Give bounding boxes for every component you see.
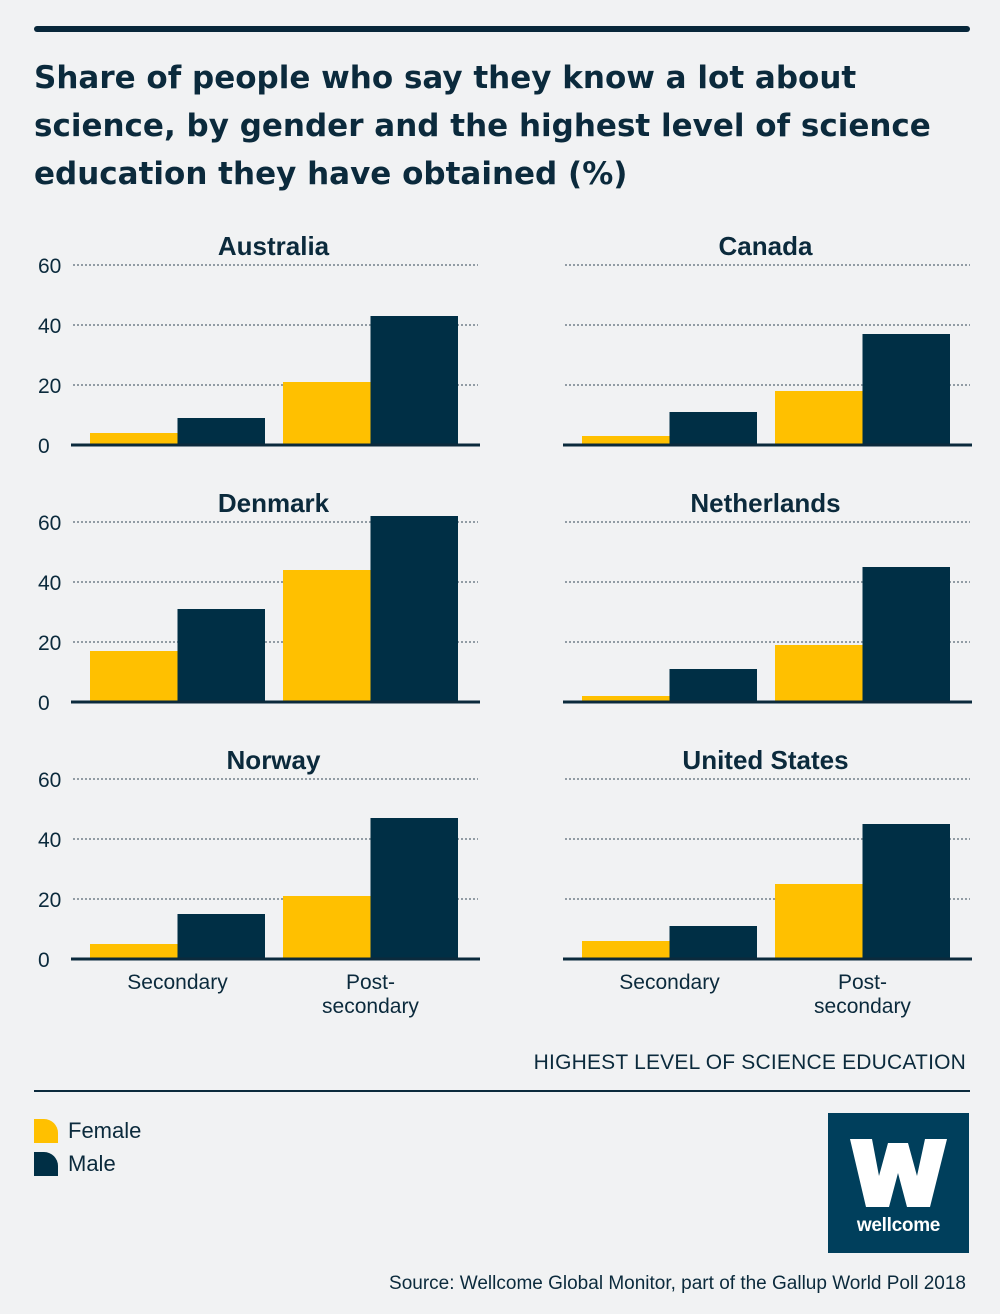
source-note: Source: Wellcome Global Monitor, part of… (389, 1273, 966, 1294)
y-tick-label: 60 (38, 255, 61, 278)
chart-grid: Australia 0 20 40 60 Canada Denmark 0 20 40 60 Neth… (38, 231, 972, 1018)
x-axis-title: HIGHEST LEVEL OF SCIENCE EDUCATION (533, 1051, 966, 1074)
top-rule (34, 26, 970, 32)
legend-label-female: Female (68, 1117, 142, 1143)
y-tick-label: 40 (38, 315, 61, 338)
chart-title: Share of people who say they know a lot … (34, 60, 931, 192)
panel-title-australia: Australia (218, 231, 330, 261)
y-tick-label: 60 (38, 512, 61, 535)
bar-canada-male-1 (862, 334, 950, 445)
y-tick-label: 0 (38, 435, 50, 458)
bar-norway-female-1 (283, 896, 371, 959)
panel-title-united-states: United States (682, 745, 848, 775)
y-tick-label: 20 (38, 889, 61, 912)
bar-denmark-female-1 (283, 570, 371, 702)
bar-united-states-male-1 (862, 824, 950, 959)
bar-united-states-female-1 (775, 884, 863, 959)
panel-title-canada: Canada (719, 231, 813, 261)
y-tick-label: 40 (38, 572, 61, 595)
wellcome-logo: wellcome (828, 1113, 969, 1253)
legend-item-female: Female (34, 1114, 141, 1147)
bar-united-states-male-0 (669, 926, 757, 959)
bar-netherlands-male-0 (669, 669, 757, 702)
bar-canada-female-0 (582, 436, 670, 445)
bar-canada-male-0 (669, 412, 757, 445)
y-tick-label: 0 (38, 949, 50, 972)
x-tick-label: Secondary (619, 971, 720, 994)
y-tick-label: 60 (38, 769, 61, 792)
bar-united-states-female-0 (582, 941, 670, 959)
panel-title-norway: Norway (227, 745, 321, 775)
bar-australia-male-1 (370, 316, 458, 445)
bar-denmark-female-0 (90, 651, 178, 702)
x-tick-label: Post-secondary (814, 971, 911, 1018)
w-logo-icon (850, 1139, 947, 1207)
bar-norway-male-0 (177, 914, 265, 959)
logo-wordmark: wellcome (856, 1215, 941, 1236)
panel-title-denmark: Denmark (218, 488, 330, 518)
y-tick-label: 20 (38, 375, 61, 398)
bar-netherlands-female-1 (775, 645, 863, 702)
bar-denmark-male-0 (177, 609, 265, 702)
bar-norway-female-0 (90, 944, 178, 959)
panel-title-netherlands: Netherlands (690, 488, 840, 518)
x-tick-label: Post-secondary (322, 971, 419, 1018)
female-swatch (34, 1118, 58, 1143)
male-swatch (34, 1151, 58, 1176)
legend-label-male: Male (68, 1150, 116, 1176)
x-tick-label: Secondary (127, 971, 228, 994)
bar-australia-female-1 (283, 382, 371, 445)
y-tick-label: 20 (38, 632, 61, 655)
legend: Female Male (34, 1114, 141, 1180)
bar-australia-female-0 (90, 433, 178, 445)
bar-netherlands-male-1 (862, 567, 950, 702)
bar-norway-male-1 (370, 818, 458, 959)
bar-canada-female-1 (775, 391, 863, 445)
y-tick-label: 40 (38, 829, 61, 852)
bar-australia-male-0 (177, 418, 265, 445)
bar-denmark-male-1 (370, 516, 458, 702)
bar-netherlands-female-0 (582, 696, 670, 702)
y-tick-label: 0 (38, 692, 50, 715)
legend-item-male: Male (34, 1147, 141, 1180)
divider (34, 1090, 970, 1092)
